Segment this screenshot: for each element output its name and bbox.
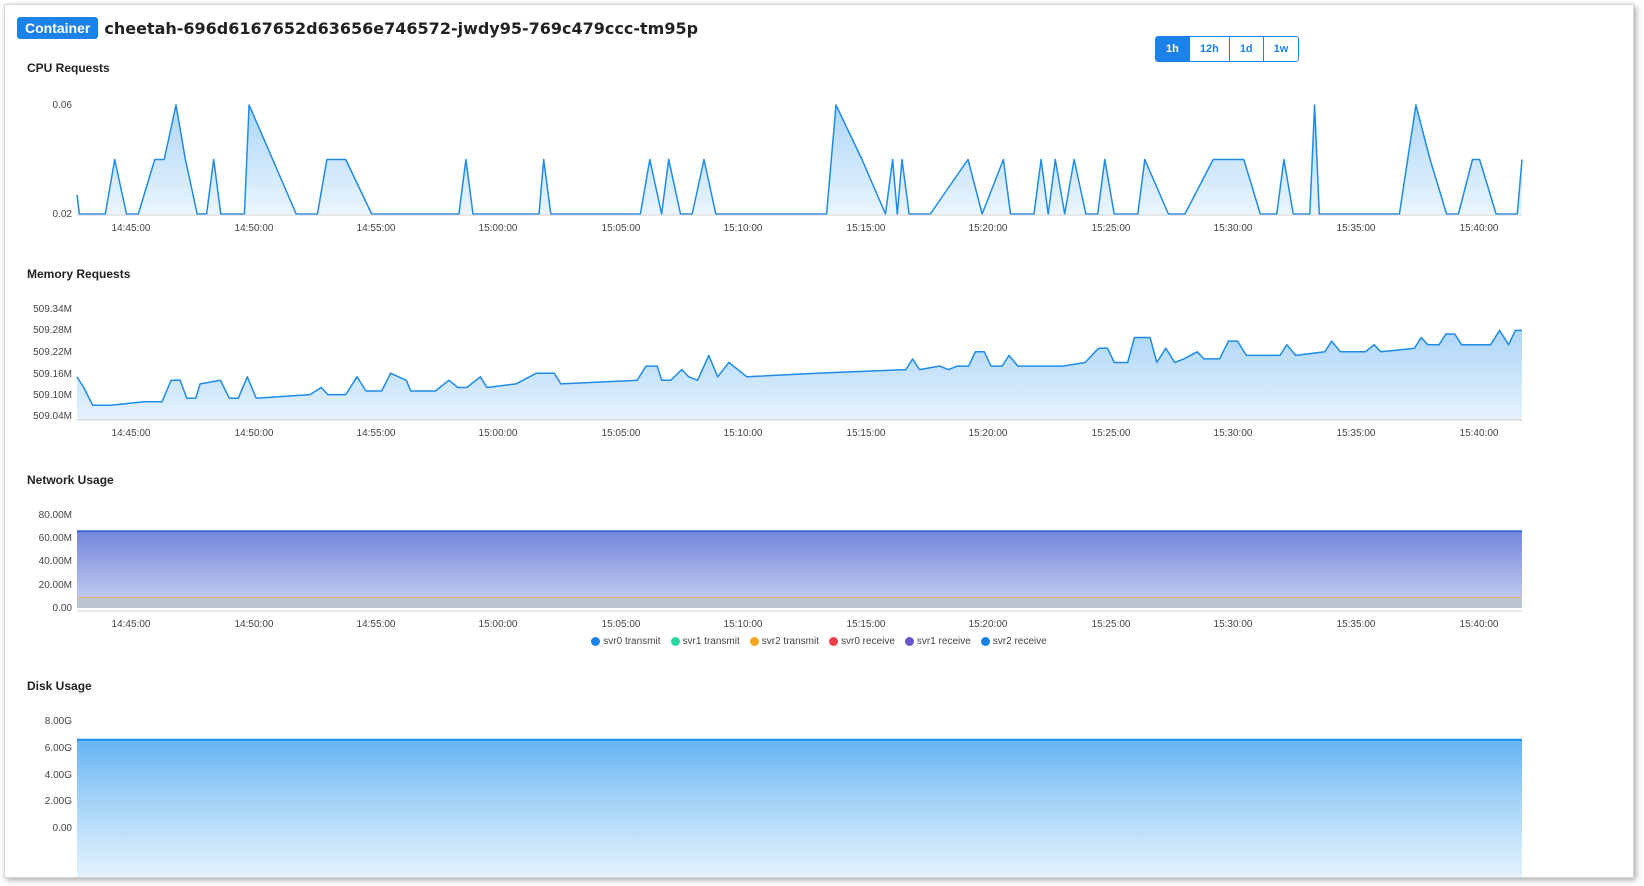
disk-usage-title: Disk Usage bbox=[27, 679, 92, 693]
x-tick-label: 14:50:00 bbox=[235, 428, 274, 439]
y-tick-label: 4.00G bbox=[45, 770, 72, 781]
x-tick-label: 15:40:00 bbox=[1460, 428, 1499, 439]
y-tick-label: 509.04M bbox=[33, 411, 72, 422]
network-usage-title: Network Usage bbox=[27, 473, 114, 487]
x-tick-label: 15:00:00 bbox=[479, 428, 518, 439]
legend-item[interactable]: svr0 transmit bbox=[591, 636, 661, 647]
y-tick-label: 20.00M bbox=[39, 580, 72, 591]
app-window: Container cheetah-696d6167652d63656e7465… bbox=[4, 4, 1634, 878]
y-tick-label: 509.28M bbox=[33, 325, 72, 336]
network-area-receive bbox=[77, 597, 1522, 608]
x-tick-label: 15:10:00 bbox=[724, 428, 763, 439]
disk-area bbox=[77, 739, 1522, 877]
x-tick-label: 14:50:00 bbox=[235, 223, 274, 234]
x-tick-label: 14:45:00 bbox=[112, 619, 151, 630]
memory-area bbox=[77, 330, 1522, 420]
y-tick-label: 0.02 bbox=[53, 209, 73, 220]
x-tick-label: 14:45:00 bbox=[112, 223, 151, 234]
x-tick-label: 14:50:00 bbox=[235, 619, 274, 630]
y-tick-label: 40.00M bbox=[39, 556, 72, 567]
legend-dot-icon bbox=[828, 637, 838, 646]
legend-dot-icon bbox=[904, 637, 914, 646]
legend-label: svr0 receive bbox=[840, 636, 895, 647]
cpu-line bbox=[76, 104, 1523, 215]
y-tick-label: 2.00G bbox=[45, 796, 72, 807]
x-tick-label: 15:35:00 bbox=[1337, 428, 1376, 439]
legend-label: svr2 receive bbox=[992, 636, 1047, 647]
legend-dot-icon bbox=[749, 637, 759, 646]
y-tick-label: 509.10M bbox=[33, 390, 72, 401]
x-tick-label: 15:15:00 bbox=[847, 428, 886, 439]
x-tick-label: 14:55:00 bbox=[357, 428, 396, 439]
y-tick-label: 80.00M bbox=[39, 510, 72, 521]
y-tick-label: 509.16M bbox=[33, 369, 72, 380]
range-button-1h[interactable]: 1h bbox=[1156, 37, 1189, 61]
legend-item[interactable]: svr2 transmit bbox=[749, 636, 819, 647]
legend-item[interactable]: svr1 receive bbox=[904, 636, 971, 647]
legend-label: svr1 receive bbox=[916, 636, 971, 647]
x-tick-label: 15:30:00 bbox=[1214, 619, 1253, 630]
x-tick-label: 15:15:00 bbox=[847, 619, 886, 630]
cpu-requests-chart: 0.06 0.02 14:45:00 14:50:00 14:55:00 15:00:00… bbox=[53, 100, 1523, 234]
x-tick-label: 15:35:00 bbox=[1337, 223, 1376, 234]
legend-label: svr1 transmit bbox=[682, 636, 740, 647]
legend-label: svr2 transmit bbox=[761, 636, 819, 647]
y-tick-label: 8.00G bbox=[45, 716, 72, 727]
y-tick-label: 0.06 bbox=[53, 100, 73, 111]
x-tick-label: 15:00:00 bbox=[479, 223, 518, 234]
range-button-1w[interactable]: 1w bbox=[1262, 37, 1299, 61]
x-tick-label: 15:05:00 bbox=[602, 223, 641, 234]
x-tick-label: 15:00:00 bbox=[479, 619, 518, 630]
x-tick-label: 15:10:00 bbox=[724, 223, 763, 234]
range-button-12h[interactable]: 12h bbox=[1188, 37, 1229, 61]
x-tick-label: 15:05:00 bbox=[602, 619, 641, 630]
legend-dot-icon bbox=[980, 637, 990, 646]
y-tick-label: 509.22M bbox=[33, 347, 72, 358]
disk-usage-chart: 8.00G 6.00G 4.00G 2.00G 0.00 bbox=[45, 716, 1522, 877]
range-button-1d[interactable]: 1d bbox=[1228, 37, 1263, 61]
legend-dot-icon bbox=[591, 637, 601, 646]
x-tick-label: 15:15:00 bbox=[847, 223, 886, 234]
page-title: cheetah-696d6167652d63656e746572-jwdy95-… bbox=[104, 18, 699, 38]
x-tick-label: 15:25:00 bbox=[1092, 619, 1131, 630]
x-tick-label: 15:35:00 bbox=[1337, 619, 1376, 630]
legend-item[interactable]: svr2 receive bbox=[980, 636, 1047, 647]
y-tick-label: 0.00 bbox=[53, 823, 73, 834]
x-tick-label: 15:30:00 bbox=[1214, 428, 1253, 439]
x-tick-label: 15:20:00 bbox=[969, 223, 1008, 234]
legend-label: svr0 transmit bbox=[603, 636, 661, 647]
x-tick-label: 15:20:00 bbox=[969, 619, 1008, 630]
x-tick-label: 14:55:00 bbox=[357, 223, 396, 234]
y-tick-label: 6.00G bbox=[45, 743, 72, 754]
x-tick-label: 15:25:00 bbox=[1092, 428, 1131, 439]
legend-item[interactable]: svr1 transmit bbox=[670, 636, 740, 647]
x-tick-label: 14:55:00 bbox=[357, 619, 396, 630]
x-tick-label: 14:45:00 bbox=[112, 428, 151, 439]
memory-requests-chart: 509.34M 509.28M 509.22M 509.16M 509.10M 509.0… bbox=[33, 304, 1522, 439]
memory-line bbox=[76, 329, 1522, 407]
x-tick-label: 15:05:00 bbox=[602, 428, 641, 439]
cpu-requests-title: CPU Requests bbox=[27, 61, 110, 75]
time-range-selector: 1h 12h 1d 1w bbox=[1155, 36, 1300, 62]
network-usage-chart: 80.00M 60.00M 40.00M 20.00M 0.00 14:45:00 14:5… bbox=[39, 510, 1522, 630]
x-tick-label: 15:40:00 bbox=[1460, 223, 1499, 234]
legend-dot-icon bbox=[670, 637, 680, 646]
y-tick-label: 0.00 bbox=[53, 603, 73, 614]
memory-requests-title: Memory Requests bbox=[27, 267, 131, 281]
y-tick-label: 60.00M bbox=[39, 533, 72, 544]
y-tick-label: 509.34M bbox=[33, 304, 72, 315]
network-area-svr0-transmit bbox=[77, 531, 1522, 608]
page-header: Container cheetah-696d6167652d63656e7465… bbox=[17, 17, 698, 39]
container-badge: Container bbox=[17, 17, 99, 39]
x-tick-label: 15:30:00 bbox=[1214, 223, 1253, 234]
x-tick-label: 15:25:00 bbox=[1092, 223, 1131, 234]
x-tick-label: 15:10:00 bbox=[724, 619, 763, 630]
x-tick-label: 15:20:00 bbox=[969, 428, 1008, 439]
x-tick-label: 15:40:00 bbox=[1460, 619, 1499, 630]
legend-item[interactable]: svr0 receive bbox=[828, 636, 895, 647]
network-legend: svr0 transmit svr1 transmit svr2 transmit s… bbox=[5, 636, 1633, 647]
